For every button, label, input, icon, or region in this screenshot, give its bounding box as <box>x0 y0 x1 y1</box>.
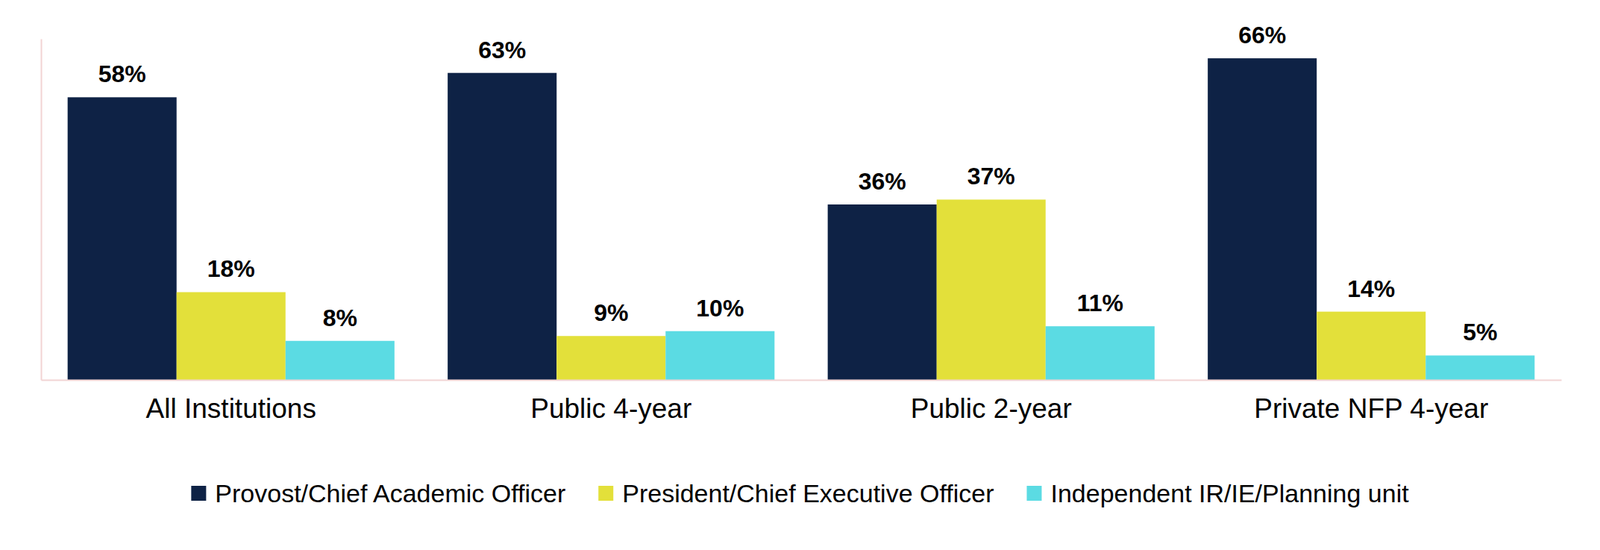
bar <box>556 335 666 380</box>
data-label: 14% <box>1347 275 1395 303</box>
bar <box>176 291 286 380</box>
data-label: 8% <box>322 304 358 332</box>
legend-label: Independent IR/IE/Planning unit <box>1051 478 1410 508</box>
y-axis <box>41 39 42 381</box>
bars <box>67 58 1536 380</box>
x-tick-label: Private NFP 4-year <box>1253 393 1489 424</box>
x-tick: All Institutions <box>146 379 317 424</box>
data-label: 66% <box>1238 21 1286 49</box>
bar <box>1425 355 1535 380</box>
x-axis-line <box>41 379 1562 382</box>
x-axis: All Institutions Public 4-year Public 2-ye… <box>41 379 1562 424</box>
legend: Provost/Chief Academic Officer President/… <box>190 478 1410 508</box>
bar <box>447 73 557 380</box>
x-tick-label: Public 4-year <box>530 393 692 424</box>
data-label: 37% <box>967 162 1016 190</box>
bar <box>936 199 1046 380</box>
plot: 58% 63% 36% 66% 18% 9% 37% 14% 8% 10% 11% 5% All Ins… <box>41 21 1562 424</box>
legend-label: President/Chief Executive Officer <box>622 478 994 508</box>
y-axis-line <box>41 39 43 381</box>
bar <box>67 96 177 380</box>
bar <box>1316 311 1426 380</box>
legend-swatch <box>190 485 206 501</box>
legend-item: President/Chief Executive Officer <box>598 478 994 508</box>
x-tick-label: Public 2-year <box>910 393 1072 424</box>
data-label: 58% <box>98 60 147 88</box>
legend-swatch <box>598 485 614 501</box>
x-tick: Private NFP 4-year <box>1253 379 1489 424</box>
x-tick-label: All Institutions <box>146 393 317 424</box>
bar <box>1045 325 1155 380</box>
legend-item: Provost/Chief Academic Officer <box>190 478 566 508</box>
bar <box>665 331 775 380</box>
data-label: 9% <box>593 299 629 326</box>
data-label: 10% <box>695 294 744 322</box>
data-label: 36% <box>858 167 907 195</box>
data-label: 5% <box>1462 318 1498 346</box>
x-tick: Public 2-year <box>910 379 1072 424</box>
legend-item: Independent IR/IE/Planning unit <box>1027 478 1410 508</box>
chart: 58% 63% 36% 66% 18% 9% 37% 14% 8% 10% 11% 5% All Ins… <box>0 0 1600 550</box>
data-label: 63% <box>478 36 526 64</box>
data-label: 11% <box>1077 289 1124 317</box>
bar <box>285 340 395 380</box>
bar <box>827 204 937 380</box>
data-labels: 58% 63% 36% 66% 18% 9% 37% 14% 8% 10% 11% 5% <box>98 21 1498 346</box>
legend-swatch <box>1027 485 1043 501</box>
bar <box>1207 58 1317 380</box>
legend-label: Provost/Chief Academic Officer <box>214 478 566 508</box>
data-label: 18% <box>207 255 256 282</box>
x-tick: Public 4-year <box>530 379 692 424</box>
